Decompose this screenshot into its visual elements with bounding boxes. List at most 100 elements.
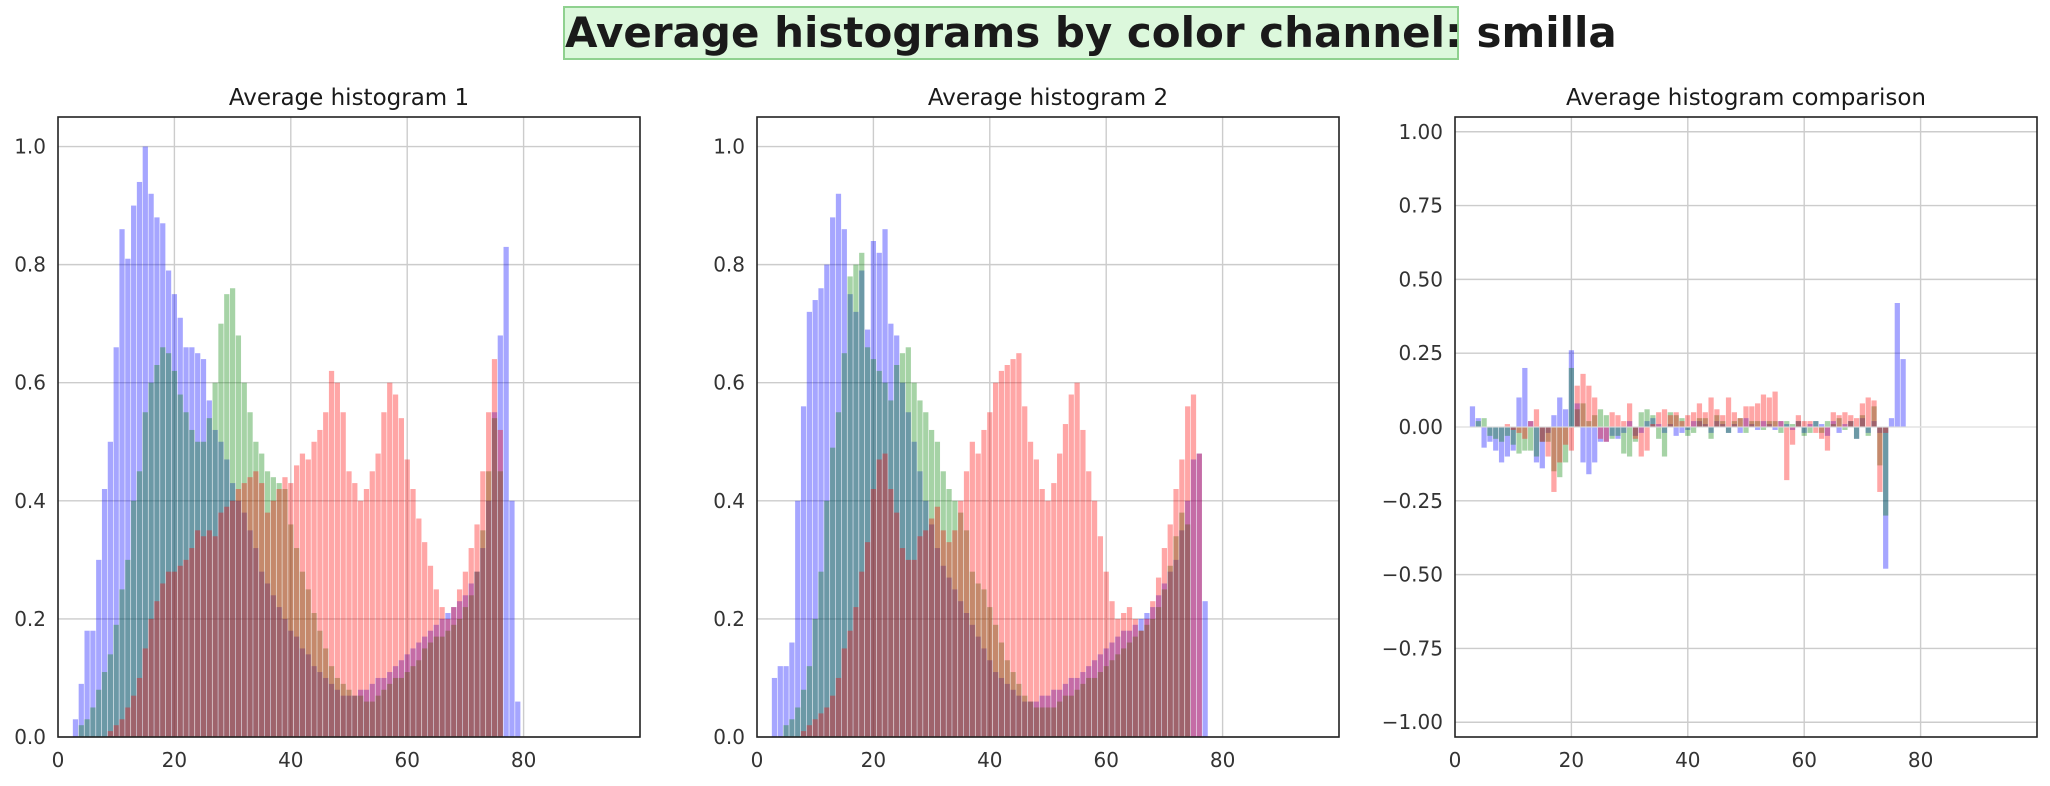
blue-bar bbox=[101, 489, 108, 737]
green-bar bbox=[334, 677, 340, 737]
blue-bar bbox=[497, 335, 503, 737]
green-bar bbox=[1772, 421, 1778, 427]
red-bar bbox=[358, 500, 364, 737]
red-bar bbox=[1679, 421, 1685, 427]
blue-bar bbox=[1848, 421, 1854, 427]
green-bar bbox=[1784, 421, 1790, 427]
blue-bar bbox=[1673, 427, 1679, 436]
green-bar bbox=[1859, 415, 1866, 427]
blue-bar bbox=[363, 689, 370, 737]
red-bar bbox=[1109, 601, 1115, 737]
red-bar bbox=[1859, 403, 1866, 427]
y-tick-label: 0.2 bbox=[713, 607, 745, 631]
green-bar bbox=[148, 382, 154, 737]
blue-bar bbox=[1504, 427, 1510, 457]
axes-frame bbox=[1454, 116, 2038, 738]
blue-bar bbox=[142, 146, 148, 737]
green-bar bbox=[340, 683, 346, 737]
red-bar bbox=[131, 695, 137, 737]
red-bar bbox=[416, 518, 422, 737]
green-bar bbox=[224, 294, 230, 737]
green-bar bbox=[410, 666, 416, 737]
y-tick-label: −1.00 bbox=[1382, 710, 1443, 734]
green-bar bbox=[253, 441, 259, 737]
blue-bar bbox=[282, 618, 288, 737]
red-bar bbox=[1022, 406, 1028, 737]
green-bar bbox=[1667, 412, 1673, 427]
green-bar bbox=[1144, 624, 1150, 737]
green-bar bbox=[1533, 427, 1540, 457]
green-bar bbox=[1150, 618, 1156, 737]
blue-bar bbox=[1580, 427, 1586, 463]
green-bar bbox=[323, 648, 329, 737]
blue-bar bbox=[1493, 427, 1499, 451]
red-bar bbox=[456, 589, 463, 737]
blue-bar bbox=[183, 347, 189, 737]
green-bar bbox=[480, 530, 486, 737]
green-bar bbox=[905, 347, 911, 737]
green-bar bbox=[1650, 415, 1656, 427]
red-bar bbox=[853, 607, 859, 737]
green-bar bbox=[101, 672, 108, 737]
blue-bar bbox=[1068, 677, 1074, 737]
blue-bar bbox=[1126, 630, 1133, 737]
blue-bar bbox=[229, 483, 236, 737]
green-bar bbox=[468, 595, 474, 737]
red-bar bbox=[1115, 618, 1121, 737]
red-bar bbox=[1557, 427, 1563, 463]
red-bar bbox=[1039, 489, 1045, 737]
blue-bar bbox=[107, 441, 113, 737]
blue-bar bbox=[1568, 350, 1575, 427]
x-tick-label: 0 bbox=[1449, 748, 1462, 772]
y-tick-label: 0.4 bbox=[14, 489, 46, 513]
red-bar bbox=[317, 429, 323, 737]
blue-bar bbox=[259, 571, 265, 737]
red-bar bbox=[212, 536, 218, 737]
blue-bar bbox=[1784, 424, 1790, 427]
green-bar bbox=[1138, 630, 1144, 737]
green-bar bbox=[305, 589, 311, 737]
red-bar bbox=[334, 382, 340, 737]
blue-channel-bars bbox=[72, 146, 521, 738]
red-bar bbox=[1522, 427, 1528, 439]
red-bar bbox=[958, 500, 964, 737]
green-bar bbox=[1725, 427, 1732, 433]
blue-bar bbox=[189, 347, 195, 737]
green-bar bbox=[107, 654, 113, 737]
green-bar bbox=[1574, 409, 1580, 427]
red-bar bbox=[148, 618, 154, 737]
blue-bar bbox=[1743, 418, 1749, 427]
blue-bar bbox=[1190, 459, 1197, 737]
green-bar bbox=[1516, 427, 1522, 454]
green-bar bbox=[1027, 701, 1034, 737]
blue-bar bbox=[1679, 427, 1685, 433]
blue-bar bbox=[1510, 427, 1516, 451]
red-bar bbox=[1749, 406, 1755, 427]
green-bar bbox=[1004, 660, 1010, 737]
red-bar bbox=[1656, 412, 1662, 427]
blue-bar bbox=[882, 229, 888, 737]
blue-bar bbox=[1167, 571, 1173, 737]
blue-bar bbox=[1562, 409, 1569, 427]
axes-frame bbox=[756, 116, 1340, 738]
blue-bar bbox=[1138, 618, 1144, 737]
green-bar bbox=[1062, 695, 1069, 737]
blue-bar bbox=[1086, 666, 1092, 737]
blue-bar bbox=[78, 683, 84, 737]
red-bar bbox=[1010, 359, 1016, 737]
blue-bar bbox=[1871, 421, 1877, 427]
green-bar bbox=[1097, 672, 1103, 737]
blue-bar bbox=[1615, 427, 1621, 439]
red-bar bbox=[1528, 421, 1534, 427]
red-bar bbox=[1574, 385, 1580, 427]
red-bar bbox=[1685, 415, 1691, 427]
green-bar bbox=[1749, 421, 1755, 427]
blue-bar bbox=[305, 654, 311, 737]
red-bar bbox=[1801, 421, 1807, 427]
blue-bar bbox=[1766, 424, 1772, 427]
red-bar bbox=[859, 571, 865, 737]
red-bar bbox=[1539, 427, 1545, 442]
red-bar bbox=[235, 489, 242, 737]
red-bar bbox=[451, 607, 457, 737]
blue-bar bbox=[1894, 303, 1900, 427]
